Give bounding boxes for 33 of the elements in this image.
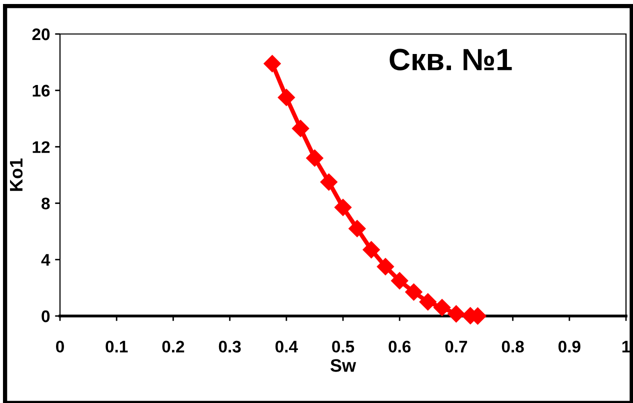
x-tick-label: 0.3 [218, 340, 241, 353]
point [376, 258, 394, 276]
point [419, 293, 436, 310]
x-tick-label: 0.6 [388, 340, 411, 353]
x-tick-label: 0.2 [162, 340, 184, 353]
x-tick-label: 0 [56, 340, 64, 353]
y-axis-title: Ko1 [10, 158, 23, 191]
point [405, 283, 422, 301]
x-tick-label: 0.8 [502, 340, 524, 353]
point [434, 298, 451, 316]
point [391, 272, 408, 290]
y-tick-label: 12 [32, 141, 50, 153]
y-tick-label: 20 [32, 28, 50, 40]
point [448, 305, 465, 322]
x-axis-title: Sw [330, 359, 356, 372]
point [278, 88, 295, 106]
chart-title: Скв. №1 [390, 48, 512, 70]
x-tick-label: 0.5 [332, 340, 354, 353]
x-tick-label: 0.7 [445, 340, 468, 353]
x-tick-label: 0.1 [106, 340, 128, 353]
point [320, 174, 338, 191]
y-tick-label: 16 [32, 84, 50, 97]
y-tick-label: 8 [42, 198, 50, 210]
y-tick-label: 4 [41, 254, 50, 266]
point [362, 241, 380, 258]
point [292, 120, 310, 138]
x-tick-label: 0.9 [558, 340, 580, 353]
point [264, 55, 281, 72]
point [348, 220, 366, 238]
x-tick-label: 0.4 [275, 340, 298, 353]
point [334, 198, 352, 216]
y-tick-label: 0 [42, 310, 50, 322]
point [306, 150, 324, 167]
